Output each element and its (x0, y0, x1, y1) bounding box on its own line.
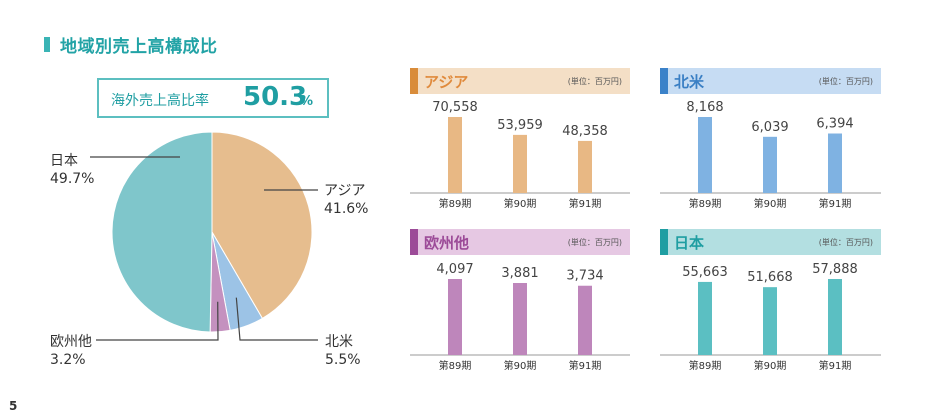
panel-title-japan: 日本 (674, 234, 705, 252)
bar-category-japan-1: 第90期 (754, 359, 787, 372)
bar-value-northamerica-2: 6,394 (816, 117, 853, 132)
bar-category-asia-1: 第90期 (504, 197, 537, 210)
bar-japan-1 (763, 287, 777, 355)
pie-label-northamerica-pct: 5.5% (325, 352, 361, 368)
panel-title-europe: 欧州他 (424, 234, 470, 252)
panel-header-northamerica: 北米 (単位：百万円) (660, 68, 881, 94)
panel-unit-europe: (単位：百万円) (567, 238, 622, 247)
bar-value-asia-0: 70,558 (432, 100, 478, 115)
pie-label-europe: 欧州他 3.2% (50, 333, 92, 369)
bar-category-asia-0: 第89期 (439, 197, 472, 210)
overseas-ratio-value: 50.3 (243, 82, 308, 112)
pie-label-europe-pct: 3.2% (50, 352, 86, 368)
leader-line-northamerica (235, 297, 318, 341)
pie-label-japan-name: 日本 (50, 153, 78, 169)
pie-label-northamerica-name: 北米 (325, 334, 353, 350)
bar-northamerica-0 (698, 117, 712, 193)
bar-value-northamerica-0: 8,168 (686, 100, 723, 115)
bar-category-europe-1: 第90期 (504, 359, 537, 372)
pie-label-asia-pct: 41.6% (324, 201, 369, 217)
panel-unit-asia: (単位：百万円) (567, 77, 622, 86)
panel-title-northamerica: 北米 (674, 73, 705, 91)
bar-japan-0 (698, 281, 712, 355)
bar-category-northamerica-2: 第91期 (819, 197, 852, 210)
overseas-ratio-label: 海外売上高比率 (111, 93, 209, 109)
bar-asia-2 (578, 140, 592, 193)
bar-category-northamerica-0: 第89期 (689, 197, 722, 210)
panel-stripe-europe (410, 229, 418, 255)
panel-unit-northamerica: (単位：百万円) (818, 77, 873, 86)
panel-header-asia: アジア (単位：百万円) (410, 68, 630, 94)
pie-slice-japan (111, 131, 213, 333)
pie-label-asia: アジア 41.6% (324, 182, 368, 218)
panel-stripe-northamerica (660, 68, 668, 94)
bar-value-japan-0: 55,663 (682, 265, 728, 280)
panel-stripe-asia (410, 68, 418, 94)
bar-value-europe-1: 3,881 (501, 266, 538, 281)
bar-value-asia-1: 53,959 (497, 118, 543, 133)
pie-label-europe-name: 欧州他 (50, 334, 92, 350)
bar-category-japan-0: 第89期 (689, 359, 722, 372)
panel-stripe-japan (660, 229, 668, 255)
pie-label-northamerica: 北米 5.5% (325, 333, 361, 369)
bar-category-europe-2: 第91期 (569, 359, 602, 372)
overseas-ratio-unit: % (300, 94, 314, 109)
bar-value-europe-2: 3,734 (566, 269, 603, 284)
bar-asia-0 (448, 117, 462, 193)
bar-northamerica-1 (763, 136, 777, 193)
page-number: 5 (9, 399, 18, 413)
section-title: 地域別売上高構成比 (60, 37, 218, 57)
pie-label-asia-name: アジア (324, 183, 366, 199)
pie-label-japan: 日本 49.7% (50, 152, 94, 188)
bar-category-northamerica-1: 第90期 (754, 197, 787, 210)
bar-asia-1 (513, 134, 527, 193)
bar-value-asia-2: 48,358 (562, 124, 608, 139)
panel-title-asia: アジア (424, 73, 469, 91)
bar-japan-2 (828, 279, 842, 355)
panel-header-japan: 日本 (単位：百万円) (660, 229, 881, 255)
leader-line-europe (96, 301, 219, 341)
bar-value-japan-2: 57,888 (812, 262, 858, 277)
bar-europe-0 (448, 279, 462, 355)
panel-header-europe: 欧州他 (単位：百万円) (410, 229, 630, 255)
bar-europe-1 (513, 283, 527, 355)
pie-label-japan-pct: 49.7% (50, 171, 95, 187)
overseas-ratio-box: 海外売上高比率 50.3 % (97, 78, 329, 118)
bar-europe-2 (578, 285, 592, 355)
pie-slice-asia (211, 131, 313, 320)
bar-value-japan-1: 51,668 (747, 270, 793, 285)
bar-category-asia-2: 第91期 (569, 197, 602, 210)
bar-value-northamerica-1: 6,039 (751, 120, 788, 135)
bar-value-europe-0: 4,097 (436, 262, 473, 277)
bar-northamerica-2 (828, 133, 842, 193)
bar-category-europe-0: 第89期 (439, 359, 472, 372)
section-title-marker (44, 37, 50, 52)
panel-unit-japan: (単位：百万円) (818, 238, 873, 247)
bar-category-japan-2: 第91期 (819, 359, 852, 372)
